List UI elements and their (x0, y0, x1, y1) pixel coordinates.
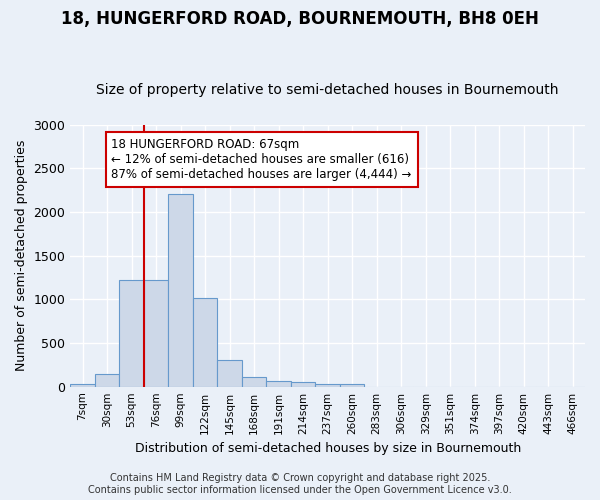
Y-axis label: Number of semi-detached properties: Number of semi-detached properties (15, 140, 28, 372)
Bar (217, 360, 242, 386)
Bar (266, 381, 291, 386)
Bar (340, 384, 364, 386)
Bar (316, 384, 340, 386)
Bar (70, 384, 95, 386)
Text: Contains HM Land Registry data © Crown copyright and database right 2025.
Contai: Contains HM Land Registry data © Crown c… (88, 474, 512, 495)
Bar (193, 298, 217, 386)
X-axis label: Distribution of semi-detached houses by size in Bournemouth: Distribution of semi-detached houses by … (134, 442, 521, 455)
Text: 18 HUNGERFORD ROAD: 67sqm
← 12% of semi-detached houses are smaller (616)
87% of: 18 HUNGERFORD ROAD: 67sqm ← 12% of semi-… (112, 138, 412, 180)
Text: 18, HUNGERFORD ROAD, BOURNEMOUTH, BH8 0EH: 18, HUNGERFORD ROAD, BOURNEMOUTH, BH8 0E… (61, 10, 539, 28)
Bar (119, 280, 144, 386)
Bar (95, 374, 119, 386)
Bar (169, 194, 193, 386)
Bar (144, 280, 169, 386)
Bar (242, 377, 266, 386)
Bar (291, 382, 316, 386)
Title: Size of property relative to semi-detached houses in Bournemouth: Size of property relative to semi-detach… (97, 83, 559, 97)
